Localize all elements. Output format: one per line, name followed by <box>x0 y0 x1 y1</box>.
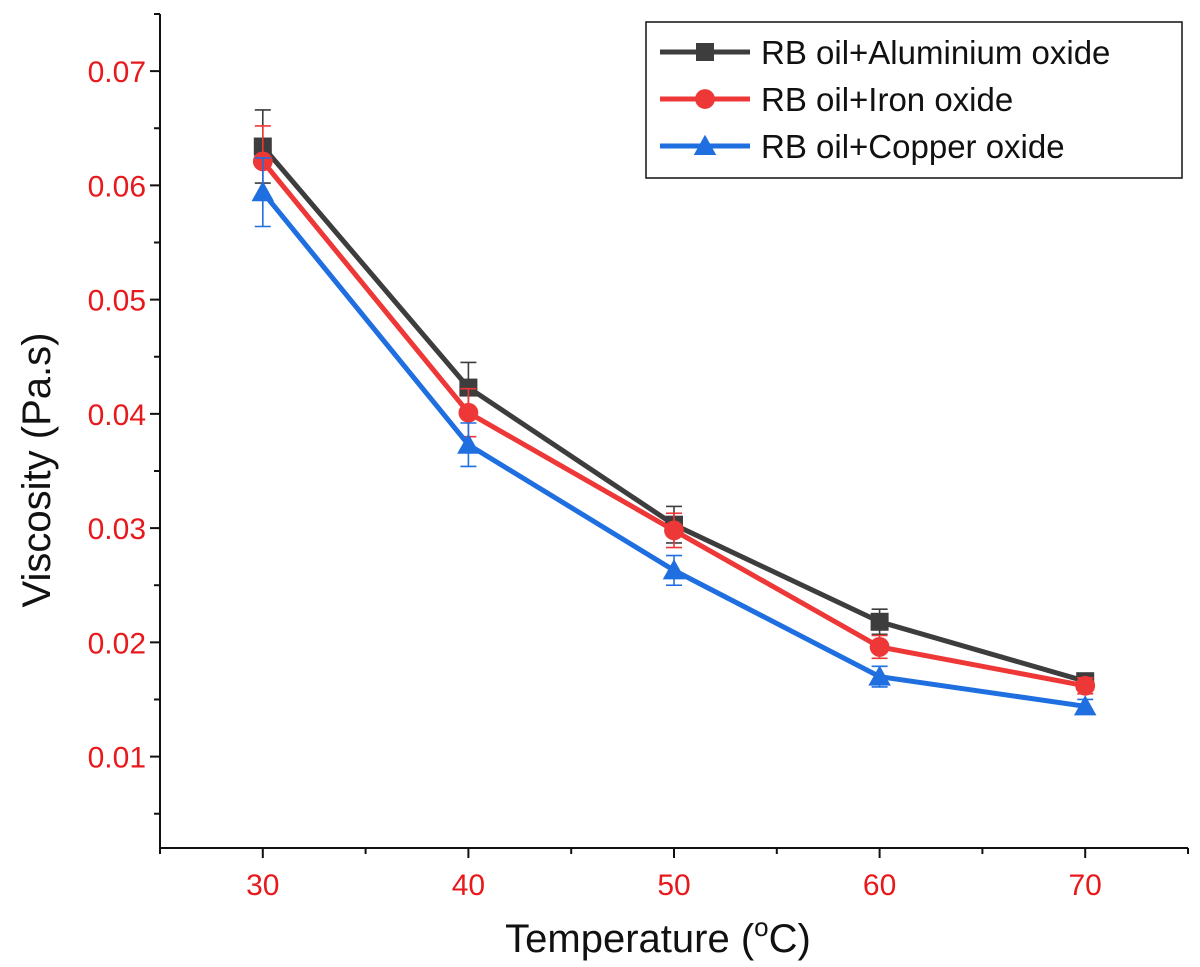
data-point <box>870 612 889 631</box>
data-point <box>662 559 686 580</box>
y-axis: 0.01 0.02 0.03 0.04 0.05 0.06 0.07 <box>88 13 160 815</box>
series-line <box>260 144 1086 684</box>
series-3 <box>251 157 1097 716</box>
data-point <box>457 433 480 454</box>
x-axis-title: Temperature (oC) <box>505 912 811 961</box>
legend-label: RB oil+Aluminium oxide <box>761 34 1110 71</box>
y-tick-label: 0.03 <box>88 513 146 546</box>
x-tick-label: 60 <box>863 869 896 902</box>
series-1 <box>253 109 1095 691</box>
x-tick-label: 50 <box>657 869 690 902</box>
y-tick-label: 0.06 <box>88 170 146 203</box>
data-point <box>664 520 684 541</box>
legend-marker <box>693 134 717 155</box>
x-tick-label: 70 <box>1069 869 1102 902</box>
series-layer <box>251 109 1097 716</box>
data-point <box>458 402 479 423</box>
legend-item: RB oil+Copper oxide <box>660 128 1065 165</box>
series-line <box>260 159 1086 689</box>
data-point <box>459 378 478 397</box>
y-axis-title: Viscosity (Pa.s) <box>15 333 59 608</box>
data-point <box>868 665 891 686</box>
y-tick-label: 0.05 <box>88 285 146 318</box>
legend-marker <box>696 43 714 61</box>
data-point <box>869 637 890 657</box>
y-tick-label: 0.01 <box>88 742 146 775</box>
data-point <box>1073 695 1097 716</box>
y-tick-label: 0.04 <box>88 399 146 432</box>
x-tick-label: 40 <box>452 869 485 902</box>
series-line <box>260 190 1086 709</box>
legend-marker <box>695 89 715 109</box>
series-2 <box>252 125 1096 696</box>
data-point <box>1075 675 1096 696</box>
legend: RB oil+Aluminium oxide RB oil+Iron oxide R… <box>645 21 1183 179</box>
y-tick-label: 0.07 <box>88 56 146 89</box>
x-axis: 30 40 50 60 70 <box>159 848 1189 902</box>
x-tick-label: 30 <box>246 869 279 902</box>
legend-item: RB oil+Iron oxide <box>660 81 1013 118</box>
y-tick-label: 0.02 <box>88 627 146 660</box>
data-point <box>251 180 275 202</box>
legend-item: RB oil+Aluminium oxide <box>660 34 1110 71</box>
legend-label: RB oil+Copper oxide <box>761 128 1065 165</box>
legend-label: RB oil+Iron oxide <box>761 81 1013 118</box>
